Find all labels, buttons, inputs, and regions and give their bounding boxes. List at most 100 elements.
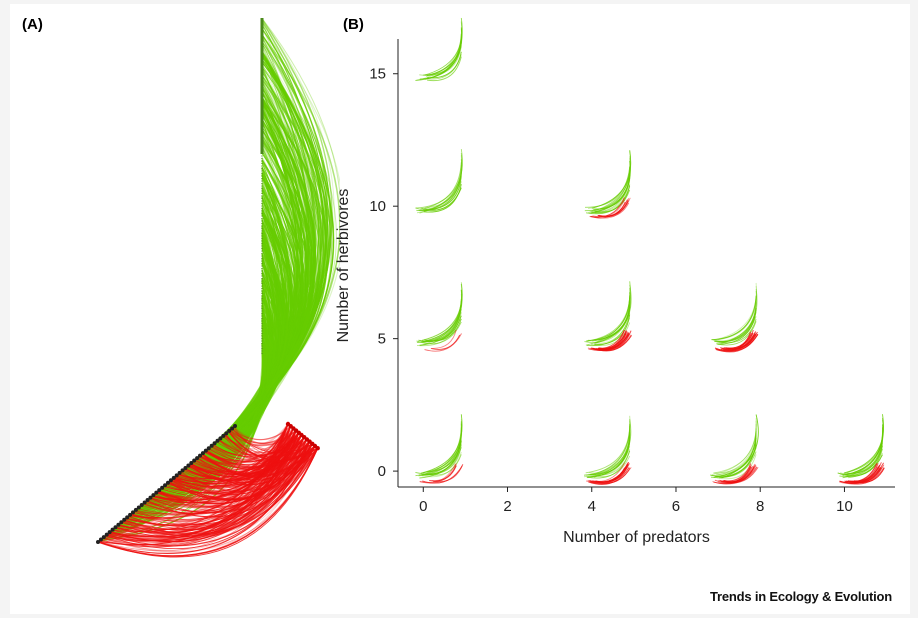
herbivore-node [203,448,208,453]
x-tick-label: 6 [672,498,680,515]
figure: (A) (B) 0 2 4 6 8 10 0 5 10 15 Number of predators… [10,4,910,614]
journal-name: Trends in Ecology & Evolution [710,589,892,604]
mini-red-link [419,463,456,483]
herbivore-node [122,517,127,522]
mini-green-link [584,167,631,208]
mini-green-link [423,54,462,80]
mini-green-link [591,189,631,213]
herbivore-node [209,443,214,448]
mini-red-link [717,467,755,485]
mini-red-link [598,333,630,351]
herbivore-node [101,535,106,540]
predator-herbivore-link [217,423,289,450]
mini-red-link [839,464,881,485]
mini-green-link [716,433,757,476]
mini-network [711,282,759,353]
herbivore-node [113,525,118,530]
predator-herbivore-link [147,448,318,513]
mini-green-link [840,442,883,475]
mini-green-link [425,435,462,473]
mini-green-link [584,311,631,343]
mini-red-link [724,329,754,349]
mini-green-link [427,51,462,79]
predator-herbivore-link [109,434,303,538]
predator-herbivore-link [156,423,289,498]
herbivore-node [189,461,194,466]
predator-herbivore-link [173,430,297,489]
herbivore-node [195,456,200,461]
mini-green-link [716,321,757,346]
mini-red-link [597,200,629,217]
herbivore-node [154,490,159,495]
mini-green-link [586,295,631,342]
predator-herbivore-link [178,428,294,482]
predator-herbivore-link [103,448,318,552]
herbivore-node [125,515,130,520]
mini-green-link [415,162,462,209]
mini-green-link [843,445,883,474]
herbivore-node [151,493,156,498]
mini-green-link [594,314,631,345]
predator-herbivore-link [222,423,289,447]
mini-green-link [846,419,884,473]
mini-red-link [598,197,631,217]
mini-green-link [588,455,631,478]
mini-green-link [420,289,462,343]
herbivore-node [104,532,109,537]
mini-red-link [592,199,625,218]
mini-green-link [424,318,462,342]
herbivore-node [145,498,150,503]
mini-green-link [591,180,631,213]
mini-red-link [598,464,629,483]
herbivore-node [198,453,203,458]
mini-green-link [714,435,757,474]
mini-red-link [714,466,758,484]
predator-herbivore-link [98,443,313,556]
herbivore-node [98,537,103,542]
mini-green-link [710,451,757,478]
herbivore-node [110,527,115,532]
predator-herbivore-link [158,434,303,503]
mini-red-link [591,462,629,483]
herbivore-node [168,478,173,483]
herbivore-node [163,483,168,488]
mini-network [583,415,632,485]
mini-green-link [583,415,631,478]
mini-green-link [592,302,631,341]
mini-green-link [588,445,631,474]
predator-herbivore-link [135,423,289,515]
predator-herbivore-link [186,441,310,483]
x-tick-label: 10 [836,498,853,515]
mini-red-link [422,465,463,484]
predator-herbivore-link [222,430,297,450]
herbivore-node [206,446,211,451]
herbivore-node [215,438,220,443]
mini-red-link [594,202,628,219]
panel-a-label: (A) [22,16,43,33]
mini-green-link [594,300,631,341]
mini-red-link [590,330,625,350]
herbivore-plant-link [136,282,269,510]
herbivore-node [130,510,135,515]
herbivore-node [128,512,133,517]
mini-red-link [851,467,881,483]
herbivore-plant-link [122,191,288,522]
predator-herbivore-link [189,432,300,475]
x-axis-label: Number of predators [563,529,710,546]
mini-green-link [590,449,631,476]
mini-green-link [416,176,462,212]
mini-red-link [432,329,457,349]
herbivore-node [212,441,217,446]
mini-green-link [420,181,462,210]
herbivore-node [186,463,191,468]
herbivore-node [227,428,232,433]
y-tick-label: 10 [369,198,386,215]
mini-red-link [431,463,457,482]
mini-red-link [720,332,754,350]
herbivore-node [119,520,124,525]
predator-herbivore-link [176,432,300,484]
herbivore-node [177,470,182,475]
predator-herbivore-link [129,425,292,519]
mini-red-link [712,464,752,484]
mini-green-link [586,450,631,479]
